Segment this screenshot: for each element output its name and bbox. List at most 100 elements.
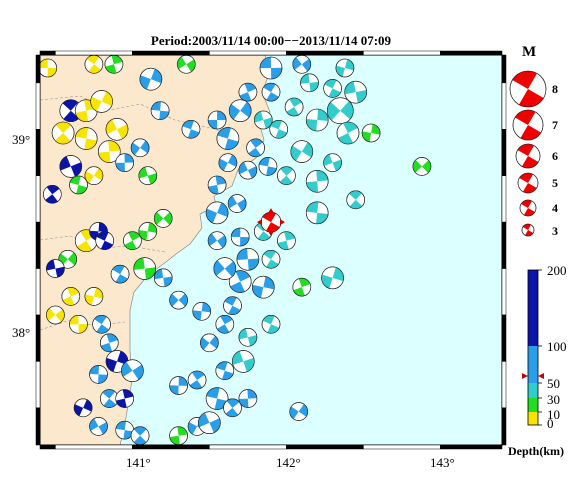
event-marker bbox=[205, 201, 229, 225]
event-marker bbox=[216, 127, 240, 150]
event-marker bbox=[115, 153, 134, 173]
mag-label-3: 3 bbox=[552, 224, 558, 238]
frame-tick bbox=[35, 129, 41, 176]
frame-tick bbox=[501, 175, 507, 223]
event-marker bbox=[90, 90, 113, 113]
event-marker bbox=[61, 287, 81, 306]
frame-tick bbox=[35, 361, 41, 409]
event-marker bbox=[139, 67, 163, 91]
frame-tick bbox=[39, 50, 56, 56]
event-marker bbox=[200, 333, 219, 353]
event-marker bbox=[177, 55, 196, 74]
frame-tick bbox=[286, 444, 364, 450]
event-marker bbox=[40, 58, 57, 78]
event-marker bbox=[238, 82, 258, 102]
event-marker bbox=[121, 359, 144, 383]
depth-legend-title: Depth(km) bbox=[508, 444, 564, 458]
depth-tick-100: 100 bbox=[547, 339, 567, 354]
event-marker bbox=[89, 365, 108, 384]
lon-label-143: 143° bbox=[430, 455, 455, 470]
event-marker bbox=[169, 376, 188, 395]
event-marker bbox=[46, 259, 65, 278]
event-marker bbox=[105, 117, 129, 141]
depth-color-band bbox=[528, 412, 538, 425]
event-marker bbox=[228, 99, 252, 123]
event-marker bbox=[321, 266, 344, 290]
frame-tick bbox=[35, 314, 41, 362]
frame-tick bbox=[501, 314, 507, 362]
event-marker bbox=[69, 175, 88, 195]
event-marker bbox=[46, 305, 65, 325]
event-marker bbox=[412, 157, 432, 176]
event-marker bbox=[110, 264, 130, 284]
highlight-arrow bbox=[268, 208, 274, 214]
depth-color-band bbox=[528, 398, 538, 412]
lon-label-141: 141° bbox=[126, 455, 151, 470]
event-marker bbox=[84, 166, 104, 186]
depth-tick-10: 10 bbox=[547, 407, 560, 422]
event-marker bbox=[150, 101, 170, 121]
depth-tick-50: 50 bbox=[547, 376, 560, 391]
magnitude-legend-title: M bbox=[522, 44, 537, 60]
frame-tick bbox=[363, 444, 441, 450]
event-marker bbox=[205, 387, 229, 410]
depth-color-band bbox=[528, 383, 538, 398]
event-marker bbox=[289, 402, 309, 421]
event-marker bbox=[261, 82, 281, 102]
highlight-arrow bbox=[268, 231, 274, 237]
event-marker bbox=[344, 80, 368, 104]
event-marker bbox=[207, 231, 227, 251]
event-marker bbox=[74, 127, 98, 150]
event-marker bbox=[323, 79, 342, 98]
event-marker bbox=[230, 227, 250, 247]
event-marker bbox=[261, 249, 281, 269]
frame-tick bbox=[440, 444, 503, 450]
event-marker bbox=[215, 361, 235, 381]
mag-legend-ball-5 bbox=[517, 172, 539, 194]
event-marker bbox=[84, 55, 104, 74]
event-marker bbox=[335, 58, 355, 78]
frame-tick bbox=[55, 50, 133, 56]
event-marker bbox=[181, 119, 201, 139]
event-marker bbox=[169, 426, 188, 445]
event-marker bbox=[89, 417, 108, 436]
frame-tick bbox=[35, 221, 41, 269]
depth-color-band bbox=[528, 270, 538, 346]
event-marker bbox=[73, 398, 93, 418]
event-marker bbox=[187, 370, 207, 390]
depth-marker-right bbox=[538, 373, 544, 379]
frame-tick bbox=[501, 129, 507, 176]
depth-tick-0: 0 bbox=[547, 416, 554, 431]
mag-legend-ball-4 bbox=[519, 199, 537, 217]
event-marker bbox=[69, 314, 88, 334]
frame-tick bbox=[209, 50, 287, 56]
lon-label-142: 142° bbox=[276, 455, 301, 470]
frame-tick bbox=[286, 50, 364, 56]
depth-marker-left bbox=[522, 373, 528, 379]
event-marker bbox=[138, 222, 158, 241]
event-marker bbox=[305, 108, 329, 132]
magnitude-legend bbox=[509, 70, 547, 237]
event-marker bbox=[130, 138, 150, 158]
depth-colorbar bbox=[522, 269, 544, 426]
mag-label-8: 8 bbox=[552, 82, 558, 96]
event-marker bbox=[59, 155, 83, 178]
event-marker bbox=[218, 153, 238, 173]
mag-legend-ball-3 bbox=[521, 223, 535, 237]
lat-label-38: 38° bbox=[12, 325, 31, 340]
frame-tick bbox=[132, 444, 210, 450]
event-marker bbox=[238, 327, 258, 347]
event-marker bbox=[100, 333, 119, 353]
mag-legend-ball-6 bbox=[515, 143, 541, 169]
event-marker bbox=[300, 73, 319, 93]
event-marker bbox=[346, 190, 366, 210]
event-marker bbox=[130, 426, 150, 445]
event-marker bbox=[305, 169, 329, 193]
event-marker bbox=[246, 138, 265, 158]
frame-tick bbox=[132, 50, 210, 56]
event-marker bbox=[361, 123, 381, 143]
lat-label-39: 39° bbox=[12, 132, 31, 147]
frame-tick bbox=[501, 268, 507, 316]
highlight-arrow bbox=[257, 219, 262, 226]
event-marker bbox=[51, 121, 75, 145]
